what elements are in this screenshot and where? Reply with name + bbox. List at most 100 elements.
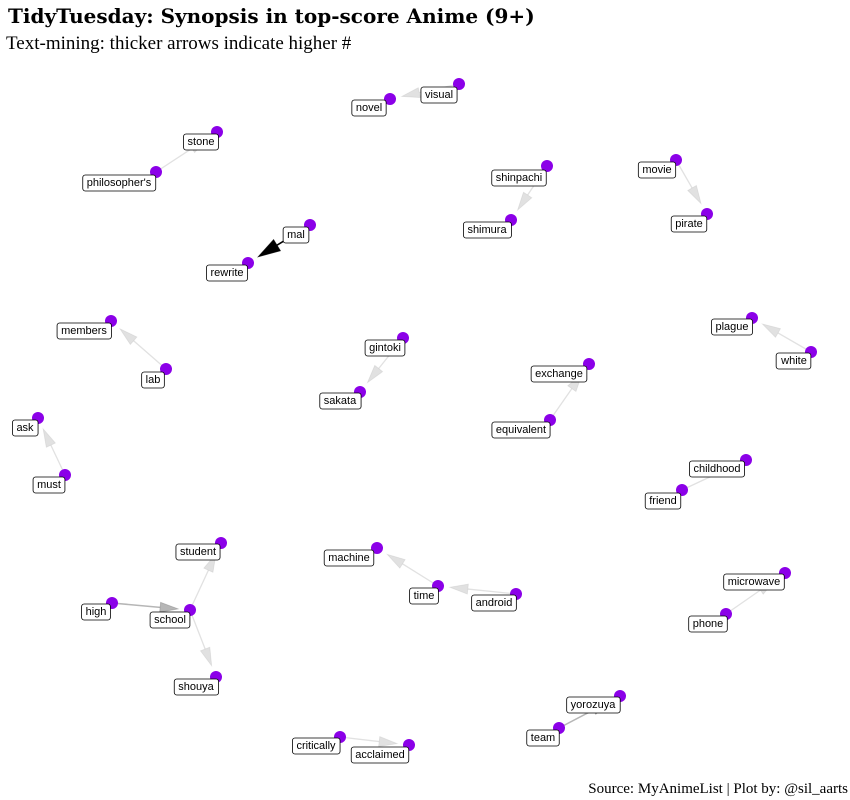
node-label: plague — [715, 321, 748, 333]
label-box — [670, 215, 708, 233]
edge-line — [189, 609, 206, 650]
node-label: time — [414, 590, 435, 602]
node-label: microwave — [728, 576, 781, 588]
edge-arrowhead — [448, 583, 469, 595]
node-machine — [371, 542, 383, 554]
edge-line — [189, 569, 209, 611]
node-label: childhood — [693, 463, 740, 475]
edge-line — [111, 602, 161, 609]
edge-line — [725, 589, 761, 615]
label-box — [775, 352, 812, 370]
label-box — [206, 264, 248, 282]
node-label: mal — [287, 229, 305, 241]
node-label: white — [780, 355, 807, 367]
label-box — [526, 729, 560, 747]
node-label: yorozuya — [571, 699, 617, 711]
edge-white-plague — [761, 323, 812, 353]
edge-arrowhead — [516, 191, 533, 212]
edge-arrowhead — [118, 327, 138, 346]
node-label: rewrite — [210, 267, 243, 279]
label-childhood: childhood — [689, 460, 745, 478]
page-title: TidyTuesday: Synopsis in top-score Anime… — [8, 4, 535, 28]
label-friend: friend — [644, 492, 682, 510]
label-shimura: shimura — [463, 221, 512, 239]
node-label: stone — [188, 136, 215, 148]
label-team: team — [526, 729, 560, 747]
label-box — [491, 421, 551, 439]
node-label: shimura — [467, 224, 507, 236]
label-plague: plague — [711, 318, 753, 336]
label-phone: phone — [688, 615, 728, 633]
label-must: must — [32, 476, 66, 494]
edge-arrowhead — [761, 323, 782, 338]
node-label: philosopher's — [87, 177, 152, 189]
edge-arrowhead — [159, 601, 180, 613]
label-box — [409, 587, 439, 605]
label-box — [566, 696, 621, 714]
label-critically: critically — [292, 737, 341, 755]
edge-line — [549, 388, 573, 421]
label-box — [175, 543, 221, 561]
edge-line — [777, 332, 812, 353]
node-label: must — [37, 479, 61, 491]
node-label: members — [61, 325, 107, 337]
node-label: machine — [328, 552, 370, 564]
label-box — [689, 460, 745, 478]
label-box — [471, 594, 517, 612]
node-label: movie — [642, 164, 671, 176]
label-lab: lab — [141, 371, 165, 389]
label-box — [282, 226, 310, 244]
label-exchange: exchange — [530, 365, 588, 383]
label-box — [292, 737, 341, 755]
node-label: lab — [146, 374, 161, 386]
node-label: exchange — [535, 368, 583, 380]
label-box — [323, 549, 375, 567]
node-label: critically — [296, 740, 336, 752]
node-novel — [384, 93, 396, 105]
node-label: visual — [425, 89, 453, 101]
label-sakata: sakata — [319, 392, 362, 410]
edge-school-student — [189, 552, 217, 611]
node-label: phone — [693, 618, 724, 630]
label-box — [81, 603, 111, 621]
label-pirate: pirate — [670, 215, 708, 233]
edges-layer — [42, 83, 812, 747]
edge-line — [133, 340, 167, 370]
label-high: high — [81, 603, 111, 621]
node-label: pirate — [675, 218, 703, 230]
node-shinpachi — [541, 160, 553, 172]
label-box — [637, 161, 677, 179]
label-mal: mal — [282, 226, 310, 244]
label-box — [56, 322, 112, 340]
edge-time-machine — [385, 553, 439, 587]
edge-arrowhead — [385, 553, 406, 569]
node-label: shouya — [178, 681, 214, 693]
node-label: team — [531, 732, 555, 744]
edge-android-time — [448, 583, 517, 595]
label-visual: visual — [420, 86, 458, 104]
label-box — [82, 174, 157, 192]
node-label: equivalent — [496, 424, 546, 436]
label-gintoki: gintoki — [364, 339, 406, 357]
node-label: gintoki — [369, 342, 401, 354]
label-members: members — [56, 322, 112, 340]
label-box — [644, 492, 682, 510]
edge-movie-pirate — [675, 159, 702, 205]
label-microwave: microwave — [723, 573, 785, 591]
edge-arrowhead — [257, 239, 282, 258]
edge-arrowhead — [687, 184, 702, 205]
label-box — [350, 746, 410, 764]
label-box — [183, 133, 219, 151]
edge-lab-members — [118, 327, 167, 370]
label-equivalent: equivalent — [491, 421, 551, 439]
edge-line — [402, 563, 439, 587]
edge-arrowhead — [378, 736, 399, 747]
label-time: time — [409, 587, 439, 605]
label-student: student — [175, 543, 221, 561]
label-box — [364, 339, 406, 357]
label-box — [723, 573, 785, 591]
edge-arrowhead — [42, 427, 57, 448]
node-label: school — [154, 614, 186, 626]
edge-line — [467, 588, 517, 595]
label-ask: ask — [12, 419, 39, 437]
